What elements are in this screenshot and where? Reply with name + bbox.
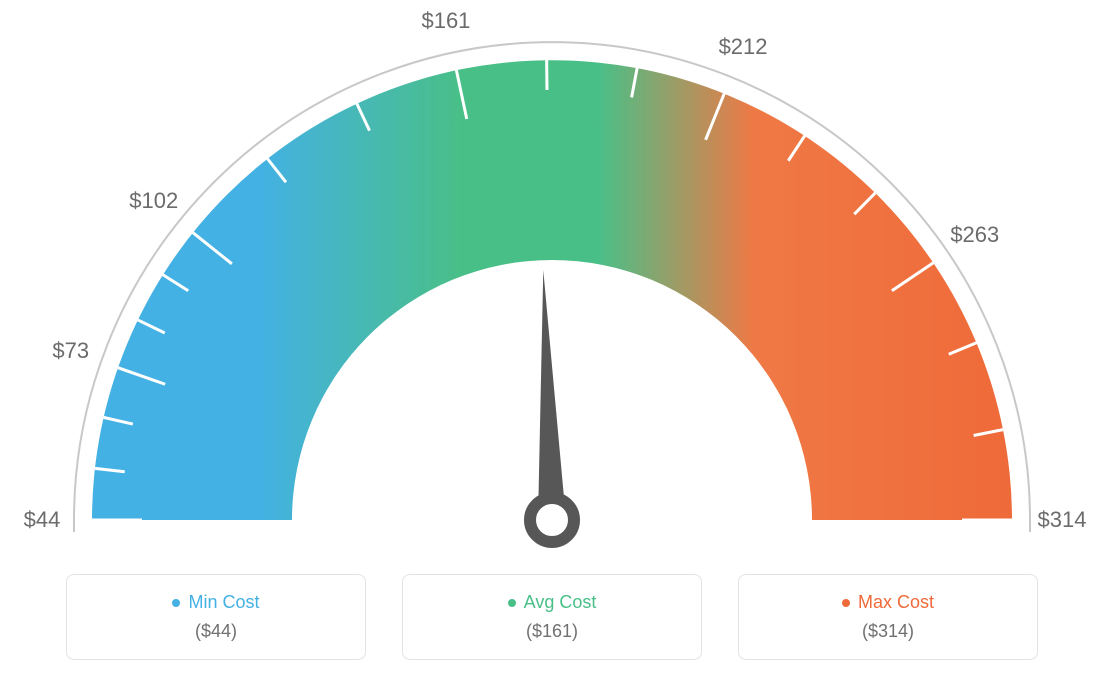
tick-label: $314 <box>1038 507 1087 533</box>
legend-title-text: Avg Cost <box>524 592 597 613</box>
tick-label: $44 <box>24 507 61 533</box>
legend-dot-icon <box>172 599 180 607</box>
tick-label: $263 <box>950 222 999 248</box>
legend-card-avg: Avg Cost ($161) <box>402 574 702 660</box>
tick-label: $212 <box>719 34 768 60</box>
tick-label: $73 <box>52 338 89 364</box>
legend-title: Min Cost <box>172 592 259 613</box>
legend-value: ($44) <box>195 621 237 642</box>
gauge-svg <box>0 0 1104 560</box>
legend-card-max: Max Cost ($314) <box>738 574 1038 660</box>
legend-value: ($161) <box>526 621 578 642</box>
legend-card-min: Min Cost ($44) <box>66 574 366 660</box>
legend-dot-icon <box>842 599 850 607</box>
legend-row: Min Cost ($44) Avg Cost ($161) Max Cost ($314… <box>0 574 1104 660</box>
gauge-needle <box>538 270 566 520</box>
legend-title: Max Cost <box>842 592 934 613</box>
legend-title-text: Max Cost <box>858 592 934 613</box>
legend-title: Avg Cost <box>508 592 597 613</box>
legend-title-text: Min Cost <box>188 592 259 613</box>
legend-dot-icon <box>508 599 516 607</box>
gauge-chart: $44 $73 $102 $161 $212 $263 $314 <box>0 0 1104 560</box>
needle-hub <box>530 498 574 542</box>
tick-label: $102 <box>129 188 178 214</box>
tick-label: $161 <box>421 8 470 34</box>
legend-value: ($314) <box>862 621 914 642</box>
